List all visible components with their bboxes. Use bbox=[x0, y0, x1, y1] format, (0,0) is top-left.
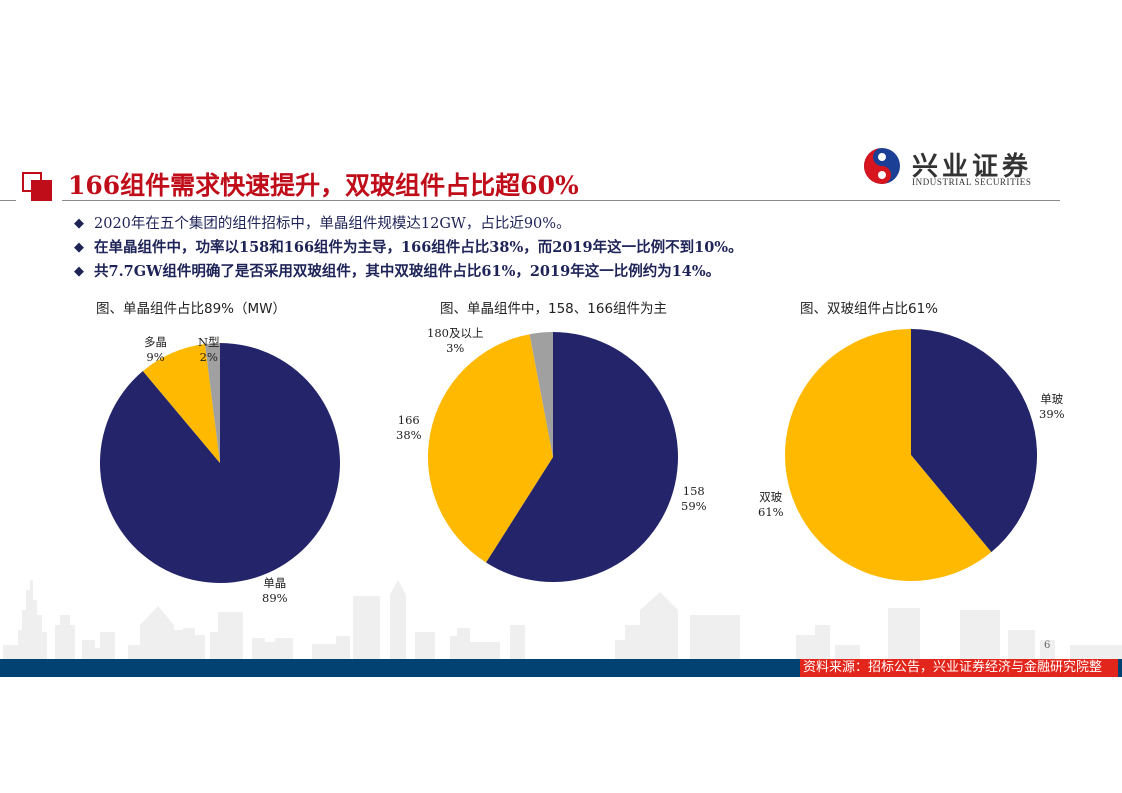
page-number: 6 bbox=[1044, 640, 1051, 651]
chart2-label-180plus: 180及以上 3% bbox=[427, 326, 484, 355]
chart1-label-poly: 多晶 9% bbox=[144, 335, 167, 364]
logo-english-name: INDUSTRIAL SECURITIES bbox=[912, 177, 1032, 187]
chart3-label-single-glass: 单玻 39% bbox=[1039, 392, 1065, 421]
source-note: 资料来源：招标公告，兴业证券经济与金融研究院整 bbox=[803, 660, 1103, 675]
chart3-title: 图、双玻组件占比61% bbox=[800, 301, 939, 317]
page-title: 166组件需求快速提升，双玻组件占比超60% bbox=[68, 171, 579, 200]
pie-slice-180plus bbox=[529, 332, 553, 457]
bullet-text: 在单晶组件中，功率以158和166组件为主导，166组件占比38%，而2019年… bbox=[94, 239, 743, 256]
title-divider-left bbox=[0, 200, 16, 201]
logo-swirl-icon bbox=[864, 148, 900, 184]
pie-chart-mono-share bbox=[100, 343, 340, 583]
bullet-item: ◆ 2020年在五个集团的组件招标中，单晶组件规模达12GW，占比近90%。 bbox=[74, 212, 743, 236]
pie-slice-158 bbox=[486, 332, 678, 582]
chart3-label-double-glass: 双玻 61% bbox=[758, 490, 784, 519]
title-square-icon bbox=[22, 172, 52, 201]
bullet-text: 共7.7GW组件明确了是否采用双玻组件，其中双玻组件占比61%，2019年这一比… bbox=[94, 263, 721, 280]
footer-source-band bbox=[800, 659, 1118, 677]
chart1-label-ntype: N型 2% bbox=[198, 335, 220, 364]
chart2-label-166: 166 38% bbox=[396, 413, 422, 442]
pie-slice-ntype bbox=[204, 343, 220, 463]
logo-chinese-name: 兴业证券 bbox=[912, 152, 1033, 182]
pie-slice-166 bbox=[428, 334, 553, 563]
title-divider bbox=[62, 200, 1060, 201]
pie-slice-double-glass bbox=[785, 329, 992, 581]
diamond-bullet-icon: ◆ bbox=[74, 240, 84, 255]
pie-chart-power-class bbox=[428, 332, 678, 582]
pie-slice-single-glass bbox=[911, 329, 1037, 553]
pie-slice-poly bbox=[142, 343, 220, 463]
city-skyline-decoration bbox=[3, 580, 1122, 660]
bullet-item: ◆ 在单晶组件中，功率以158和166组件为主导，166组件占比38%，而201… bbox=[74, 236, 743, 260]
bullet-text: 2020年在五个集团的组件招标中，单晶组件规模达12GW，占比近90%。 bbox=[94, 216, 571, 232]
chart1-label-mono: 单晶 89% bbox=[262, 576, 288, 605]
bullet-item: ◆ 共7.7GW组件明确了是否采用双玻组件，其中双玻组件占比61%，2019年这… bbox=[74, 260, 743, 284]
diamond-bullet-icon: ◆ bbox=[74, 216, 84, 231]
chart2-label-158: 158 59% bbox=[681, 484, 707, 513]
pie-chart-bifacial-share bbox=[785, 329, 1037, 581]
bullet-list: ◆ 2020年在五个集团的组件招标中，单晶组件规模达12GW，占比近90%。 ◆… bbox=[74, 212, 743, 284]
chart1-title: 图、单晶组件占比89%（MW） bbox=[96, 301, 287, 317]
pie-slice-mono bbox=[100, 343, 340, 583]
company-logo: 兴业证券 INDUSTRIAL SECURITIES bbox=[862, 146, 1062, 190]
chart2-title: 图、单晶组件中，158、166组件为主 bbox=[440, 301, 668, 317]
diamond-bullet-icon: ◆ bbox=[74, 264, 84, 279]
